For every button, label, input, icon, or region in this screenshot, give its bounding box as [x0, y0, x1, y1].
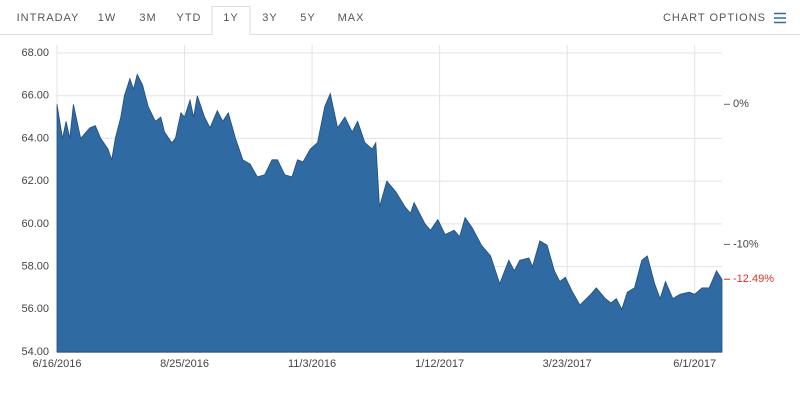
y2-tick-label: 0%	[733, 98, 749, 110]
tab[interactable]: 1Y	[223, 12, 238, 24]
tab[interactable]: MAX	[338, 12, 365, 24]
y-tick-label: 58.00	[21, 260, 49, 272]
last-change-label: -12.49%	[733, 273, 774, 285]
y-tick-label: 54.00	[21, 346, 49, 358]
tab[interactable]: 3M	[139, 12, 156, 24]
x-tick-label: 3/23/2017	[543, 358, 592, 370]
y-tick-label: 66.00	[21, 90, 49, 102]
y2-tick-label: -10%	[733, 238, 759, 250]
plot: 54.00 56.00 58.00 60.00 62.00 64.00 66.00 68.00…	[21, 45, 774, 370]
x-tick-label: 6/1/2017	[673, 358, 716, 370]
y-tick-label: 68.00	[21, 47, 49, 59]
tab[interactable]: 1W	[98, 12, 117, 24]
menu-icon[interactable]	[774, 12, 786, 24]
y-tick-label: 56.00	[21, 303, 49, 315]
tab[interactable]: 3Y	[262, 12, 277, 24]
tab-bar: INTRADAY 1W 3M YTD 1Y 3Y 5Y MAX	[17, 6, 365, 35]
y-tick-label: 62.00	[21, 175, 49, 187]
active-tab-box	[211, 6, 251, 35]
tab[interactable]: 5Y	[300, 12, 315, 24]
chart-options[interactable]: CHART OPTIONS	[663, 12, 766, 24]
x-tick-label: 11/3/2016	[288, 358, 336, 370]
x-tick-label: 1/12/2017	[415, 358, 464, 370]
tab[interactable]: YTD	[177, 12, 202, 24]
tab[interactable]: INTRADAY	[17, 12, 80, 24]
y-tick-label: 60.00	[21, 218, 49, 230]
price-area	[56, 73, 723, 353]
y-tick-label: 64.00	[21, 132, 49, 144]
x-tick-label: 8/25/2016	[160, 358, 209, 370]
x-tick-label: 6/16/2016	[33, 358, 82, 370]
